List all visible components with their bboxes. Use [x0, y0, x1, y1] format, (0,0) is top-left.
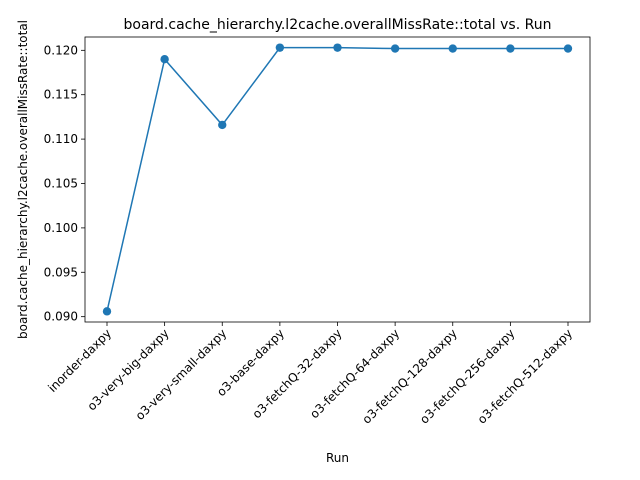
data-point: [563, 44, 573, 53]
y-tick-label: 0.120: [44, 43, 78, 57]
y-tick-label: 0.100: [44, 221, 78, 235]
y-tick-label: 0.115: [44, 88, 78, 102]
data-point: [390, 44, 400, 53]
series-group: [102, 43, 573, 316]
x-axis-label: Run: [326, 451, 349, 465]
x-tick-label: o3-fetchQ-256-daxpy: [417, 326, 517, 426]
y-tick-label: 0.110: [44, 132, 78, 146]
data-point: [275, 43, 285, 52]
data-point: [333, 43, 342, 52]
chart-title: board.cache_hierarchy.l2cache.overallMis…: [124, 17, 552, 33]
x-tick-label: o3-fetchQ-128-daxpy: [359, 326, 459, 426]
y-tick-label: 0.090: [44, 310, 78, 324]
data-point: [160, 54, 169, 64]
data-point: [506, 44, 515, 53]
y-axis-label: board.cache_hierarchy.l2cache.overallMis…: [16, 20, 30, 339]
y-tick-label: 0.095: [44, 265, 78, 279]
data-point: [102, 307, 112, 316]
data-point: [218, 120, 227, 130]
plot-frame: [84, 36, 591, 323]
x-tick-label: o3-fetchQ-512-daxpy: [475, 326, 575, 426]
data-point: [448, 44, 457, 53]
y-tick-label: 0.105: [44, 176, 78, 190]
x-axis-ticks: inorder-daxpyo3-very-big-daxpyo3-very-sm…: [45, 322, 575, 427]
y-axis-ticks: 0.090 0.095 0.100 0.105 0.110 0.115 0.120: [44, 43, 85, 324]
series-line: [106, 46, 568, 312]
